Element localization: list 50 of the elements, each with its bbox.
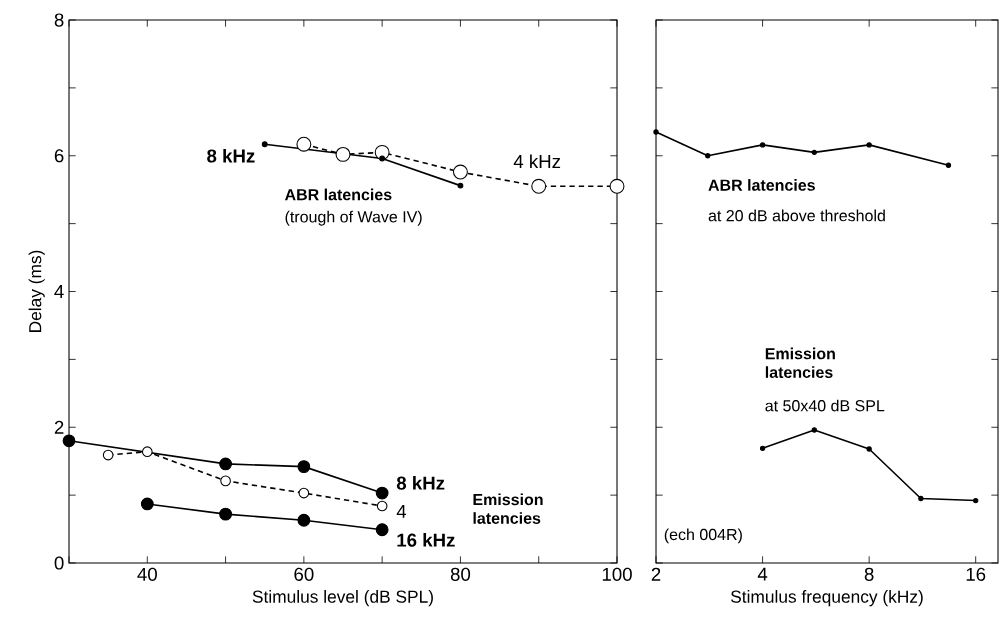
point <box>609 178 625 194</box>
x-tick-label: 100 <box>602 567 632 581</box>
annotation: ABR latencies <box>708 179 815 191</box>
point <box>457 182 464 189</box>
x-tick-label: 4 <box>757 567 768 581</box>
point <box>297 460 311 474</box>
x-tick-label: 16 <box>966 567 986 581</box>
point <box>296 136 312 152</box>
annotation: at 20 dB above threshold <box>708 209 885 222</box>
x-axis-title: Stimulus frequency (kHz) <box>731 590 923 607</box>
point <box>375 486 389 500</box>
point <box>220 475 231 487</box>
point <box>102 449 114 461</box>
point <box>141 446 153 458</box>
series-label: 16 kHz <box>397 533 455 547</box>
point <box>62 434 76 448</box>
point <box>219 507 232 521</box>
series-label: 4 <box>396 505 407 518</box>
x-tick-label: 8 <box>864 567 874 581</box>
point <box>298 487 310 499</box>
point <box>297 513 311 527</box>
annotation: at 50x40 dB SPL <box>765 399 885 412</box>
y-tick-label: 4 <box>54 285 64 298</box>
y-tick-label: 8 <box>54 13 64 27</box>
y-tick-label: 2 <box>54 420 64 434</box>
point <box>140 497 154 511</box>
series-label: 8 kHz <box>396 476 445 490</box>
point <box>379 155 386 162</box>
point <box>452 164 468 180</box>
y-axis-title: Delay (ms) <box>28 250 45 332</box>
series-label: 8 kHz <box>207 148 255 163</box>
point <box>531 178 547 194</box>
annotation: (ech 004R) <box>664 528 742 544</box>
point <box>375 523 389 537</box>
point <box>335 146 351 162</box>
annotation: ABR latencies <box>284 188 392 201</box>
annotation: Emission latencies <box>473 493 543 524</box>
point <box>376 500 388 512</box>
y-tick-label: 6 <box>54 149 64 163</box>
annotation: (trough of Wave IV) <box>285 210 422 226</box>
x-tick-label: 2 <box>651 567 661 581</box>
point <box>219 457 232 471</box>
series-label: 4 kHz <box>513 154 561 168</box>
x-tick-label: 80 <box>450 567 471 581</box>
annotation: Emission latencies <box>765 347 835 378</box>
x-tick-label: 60 <box>294 567 314 581</box>
y-tick-label: 0 <box>54 556 64 570</box>
x-axis-title: Stimulus level (dB SPL) <box>252 590 433 607</box>
point <box>261 141 268 148</box>
x-tick-label: 40 <box>137 567 157 581</box>
